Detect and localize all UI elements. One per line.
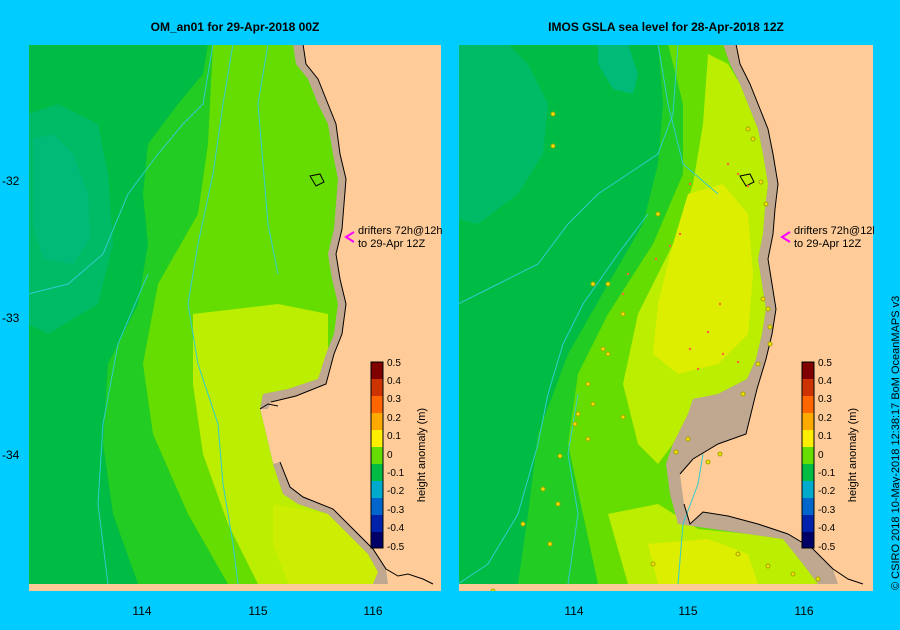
svg-text:0.2: 0.2 [818,413,832,424]
svg-text:-0.4: -0.4 [387,523,405,534]
colorbar: 0.5 0.4 0.3 0.2 0.1 0 -0.1 -0.2 -0.3 -0.… [801,358,859,553]
colorbar-label: height anomaly (m) [416,408,428,502]
x-tick-label: 116 [363,604,383,618]
coastline [679,44,864,585]
svg-text:-0.2: -0.2 [387,486,405,497]
svg-text:-0.1: -0.1 [387,468,405,479]
svg-text:0.4: 0.4 [387,376,401,387]
y-tick-label: -34 [2,448,20,462]
annotation-line2: to 29-Apr 12Z [358,238,426,250]
svg-text:0.3: 0.3 [387,394,401,405]
drifter-dots-red [621,162,750,371]
annotation-line1: drifters 72h@12h [794,225,874,237]
map-panel-imos-gsla[interactable]: drifters 72h@12h to 29-Apr 12Z 0.5 0.4 0… [458,44,874,592]
drifter-annotation: drifters 72h@12h to 29-Apr 12Z [344,225,442,250]
drifter-dots [490,111,821,592]
x-tick-label: 114 [564,604,584,618]
x-tick-label: 115 [678,604,698,618]
svg-text:-0.4: -0.4 [818,523,836,534]
svg-text:0: 0 [387,450,393,461]
svg-text:0.5: 0.5 [818,358,832,369]
svg-text:-0.5: -0.5 [818,542,836,553]
map-panel-om-an01[interactable]: drifters 72h@12h to 29-Apr 12Z 0.5 0.4 0… [28,44,442,592]
svg-text:0.5: 0.5 [387,358,401,369]
colorbar: 0.5 0.4 0.3 0.2 0.1 0 -0.1 -0.2 -0.3 -0.… [370,358,428,553]
contour-lines [458,44,719,585]
svg-text:0.1: 0.1 [387,431,401,442]
svg-text:0.1: 0.1 [818,431,832,442]
svg-text:-0.3: -0.3 [387,505,405,516]
copyright-text: © CSIRO 2018 10-May-2018 12:38:17 BoM Oc… [890,295,900,590]
svg-text:0.4: 0.4 [818,376,832,387]
annotation-line1: drifters 72h@12h [358,225,442,237]
svg-text:0.3: 0.3 [818,394,832,405]
y-tick-label: -33 [2,311,20,325]
panel-2-title: IMOS GSLA sea level for 28-Apr-2018 12Z [548,20,784,34]
svg-text:-0.3: -0.3 [818,505,836,516]
x-tick-label: 114 [132,604,152,618]
svg-text:0.2: 0.2 [387,413,401,424]
svg-text:-0.1: -0.1 [818,468,836,479]
colorbar-label: height anomaly (m) [847,408,859,502]
x-tick-label: 116 [794,604,814,618]
y-tick-label: -32 [2,174,20,188]
svg-text:-0.5: -0.5 [387,542,405,553]
drifter-annotation: drifters 72h@12h to 29-Apr 12Z [780,225,874,250]
annotation-line2: to 29-Apr 12Z [794,238,862,250]
coastline [259,44,434,585]
svg-text:-0.2: -0.2 [818,486,836,497]
ocean-field [458,44,818,584]
svg-text:0: 0 [818,450,824,461]
x-tick-label: 115 [248,604,268,618]
ocean-field [28,44,378,584]
panel-1-title: OM_an01 for 29-Apr-2018 00Z [150,20,320,34]
contour-lines [28,44,279,585]
